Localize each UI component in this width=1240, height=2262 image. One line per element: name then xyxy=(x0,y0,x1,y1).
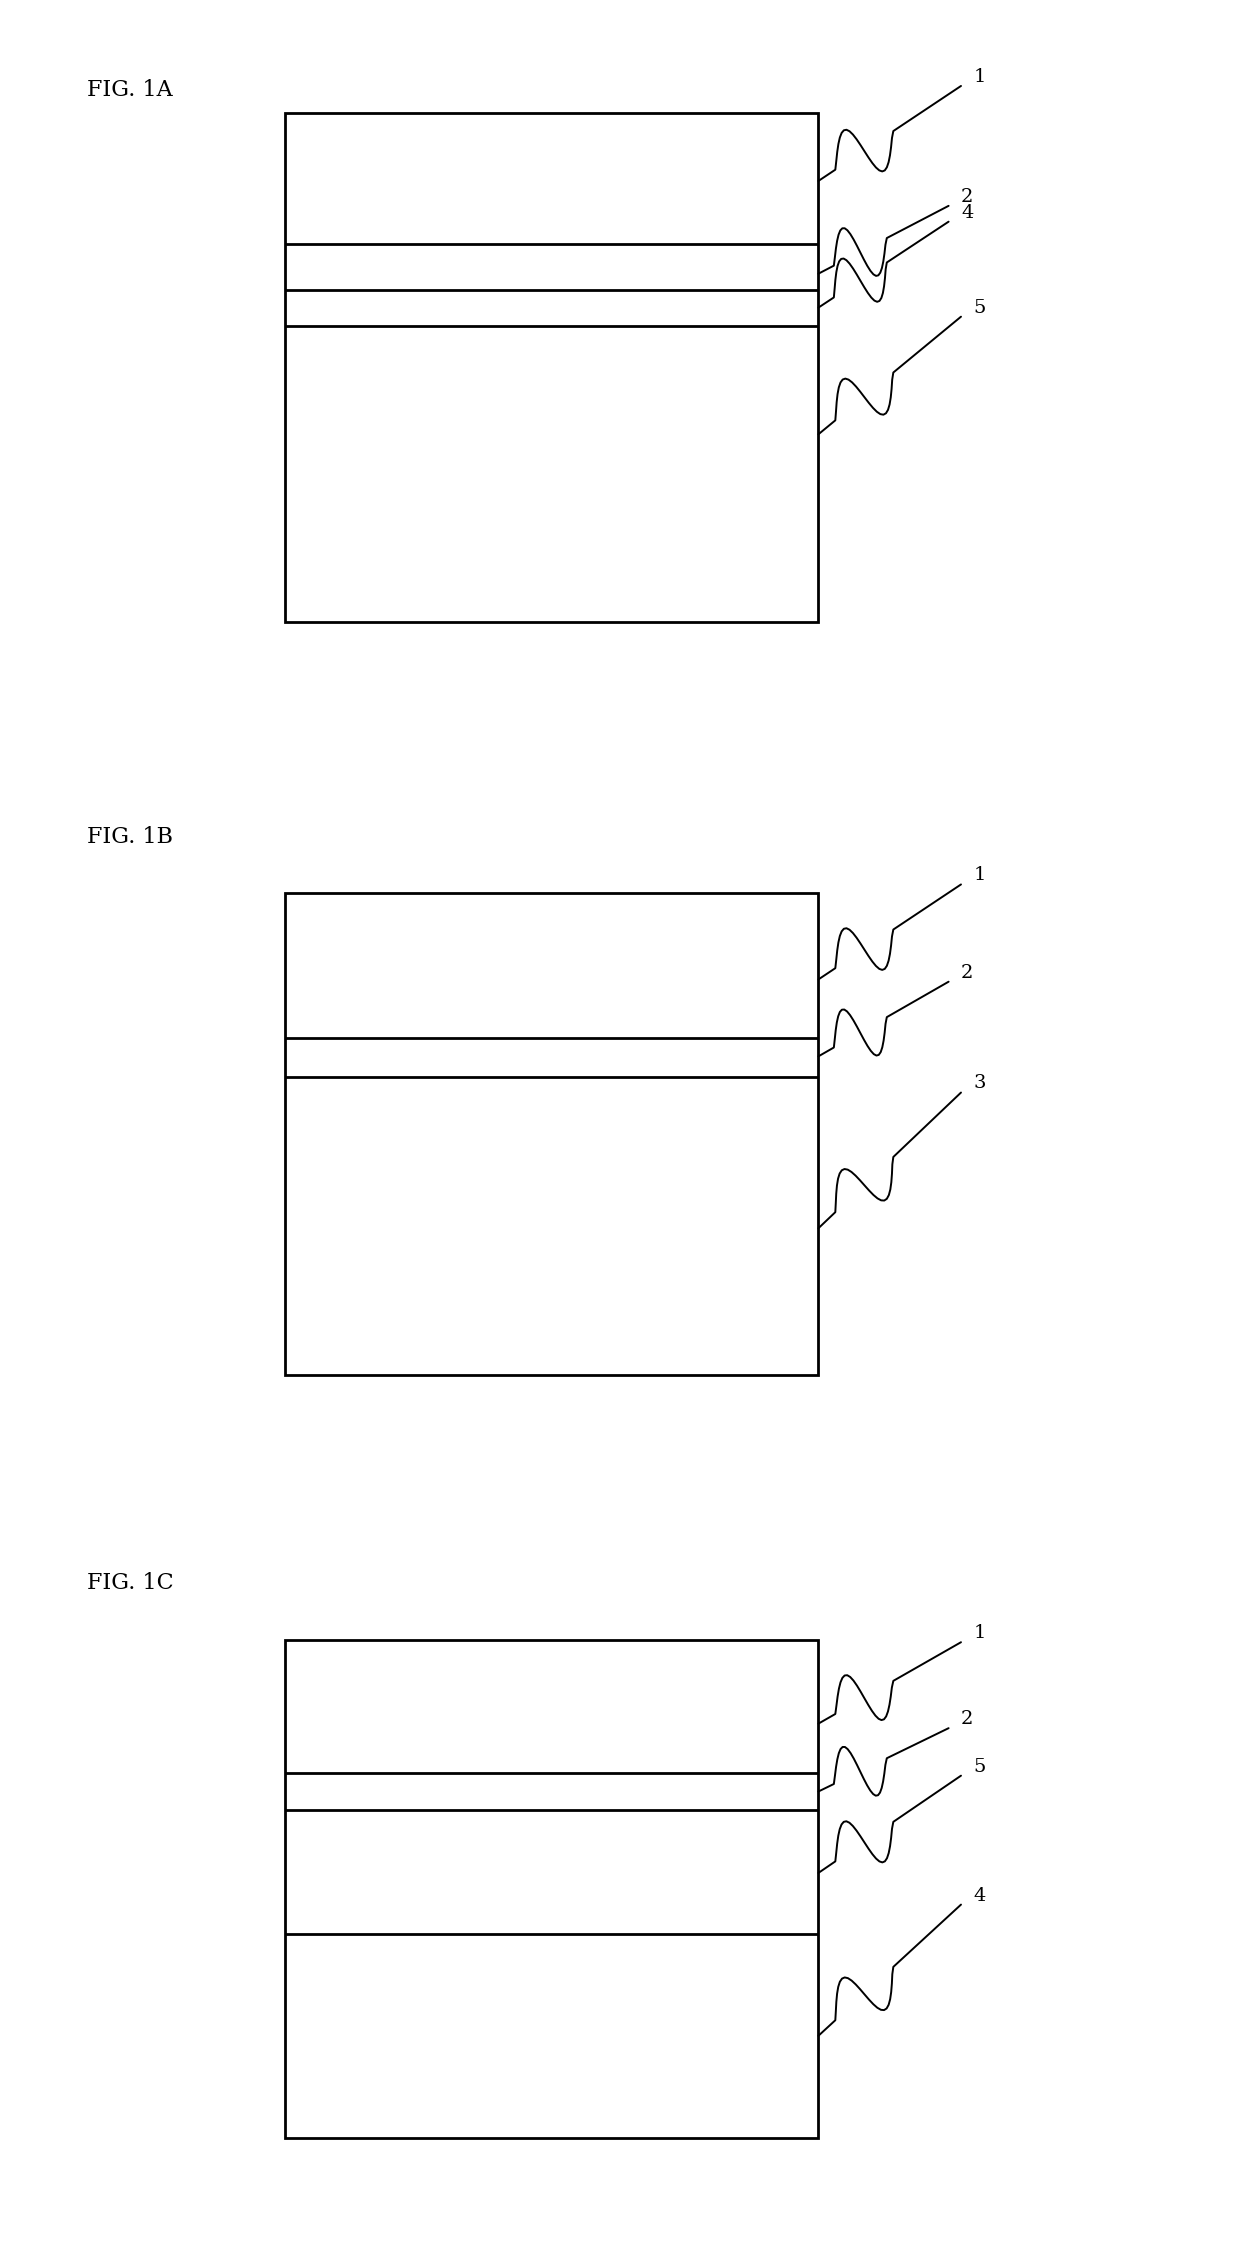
Text: FIG. 1B: FIG. 1B xyxy=(87,826,172,848)
Text: 4: 4 xyxy=(973,1887,986,1905)
Text: 1: 1 xyxy=(973,1624,986,1642)
Text: FIG. 1A: FIG. 1A xyxy=(87,79,172,102)
Text: 2: 2 xyxy=(961,1710,973,1728)
Text: 2: 2 xyxy=(961,188,973,206)
Text: FIG. 1C: FIG. 1C xyxy=(87,1572,174,1595)
Text: 3: 3 xyxy=(973,1074,986,1093)
Bar xyxy=(285,893,818,1375)
Bar xyxy=(285,1640,818,2138)
Text: 2: 2 xyxy=(961,964,973,982)
Bar xyxy=(285,113,818,622)
Text: 5: 5 xyxy=(973,1758,986,1776)
Text: 1: 1 xyxy=(973,68,986,86)
Text: 4: 4 xyxy=(961,204,973,222)
Text: 1: 1 xyxy=(973,866,986,884)
Text: 5: 5 xyxy=(973,299,986,317)
